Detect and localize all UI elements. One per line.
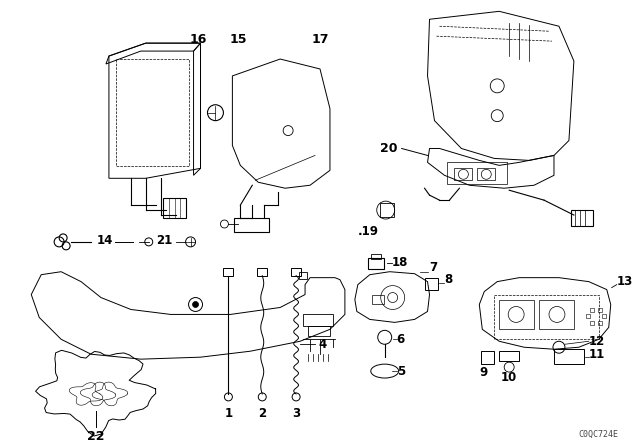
Bar (554, 349, 584, 364)
Bar (299, 271, 307, 279)
Text: 9: 9 (479, 366, 488, 379)
Text: 15: 15 (230, 33, 247, 46)
Bar (477, 168, 495, 180)
Text: 6: 6 (397, 333, 405, 346)
Bar (590, 321, 594, 325)
Text: 7: 7 (429, 261, 438, 274)
Bar (291, 268, 301, 276)
Bar (598, 307, 602, 311)
Text: 1: 1 (225, 407, 232, 420)
Text: 16: 16 (190, 33, 207, 46)
Text: .19: .19 (357, 225, 378, 238)
Text: 2: 2 (258, 407, 266, 420)
Bar (454, 168, 472, 180)
Bar (494, 294, 599, 339)
Bar (371, 254, 381, 259)
Bar (234, 218, 269, 232)
Bar (116, 59, 189, 166)
Bar (499, 300, 534, 329)
Text: C0QC724E: C0QC724E (579, 430, 619, 439)
Bar (571, 210, 593, 226)
Text: 5: 5 (397, 365, 405, 378)
Bar (308, 326, 330, 336)
Text: 3: 3 (292, 407, 300, 420)
Bar (598, 321, 602, 325)
Bar (380, 203, 394, 217)
Text: 8: 8 (444, 273, 452, 286)
Bar (447, 162, 507, 184)
Bar (590, 307, 594, 311)
Text: 22: 22 (87, 430, 105, 443)
Text: 21: 21 (156, 234, 172, 247)
Bar (586, 314, 590, 319)
Text: 4: 4 (318, 338, 326, 351)
Text: 12: 12 (589, 335, 605, 348)
Text: 13: 13 (617, 275, 633, 288)
Text: 20: 20 (380, 142, 397, 155)
Bar (303, 314, 333, 326)
Text: 17: 17 (311, 33, 329, 46)
Bar (257, 268, 268, 276)
Bar (602, 314, 605, 319)
Text: 10: 10 (501, 370, 517, 383)
Bar (424, 278, 438, 289)
Bar (223, 268, 234, 276)
Bar (372, 294, 384, 305)
Circle shape (193, 302, 198, 307)
Text: 18: 18 (392, 256, 408, 269)
Bar (368, 258, 384, 269)
Text: 14: 14 (97, 234, 113, 247)
Bar (539, 300, 574, 329)
Text: 11: 11 (589, 348, 605, 361)
